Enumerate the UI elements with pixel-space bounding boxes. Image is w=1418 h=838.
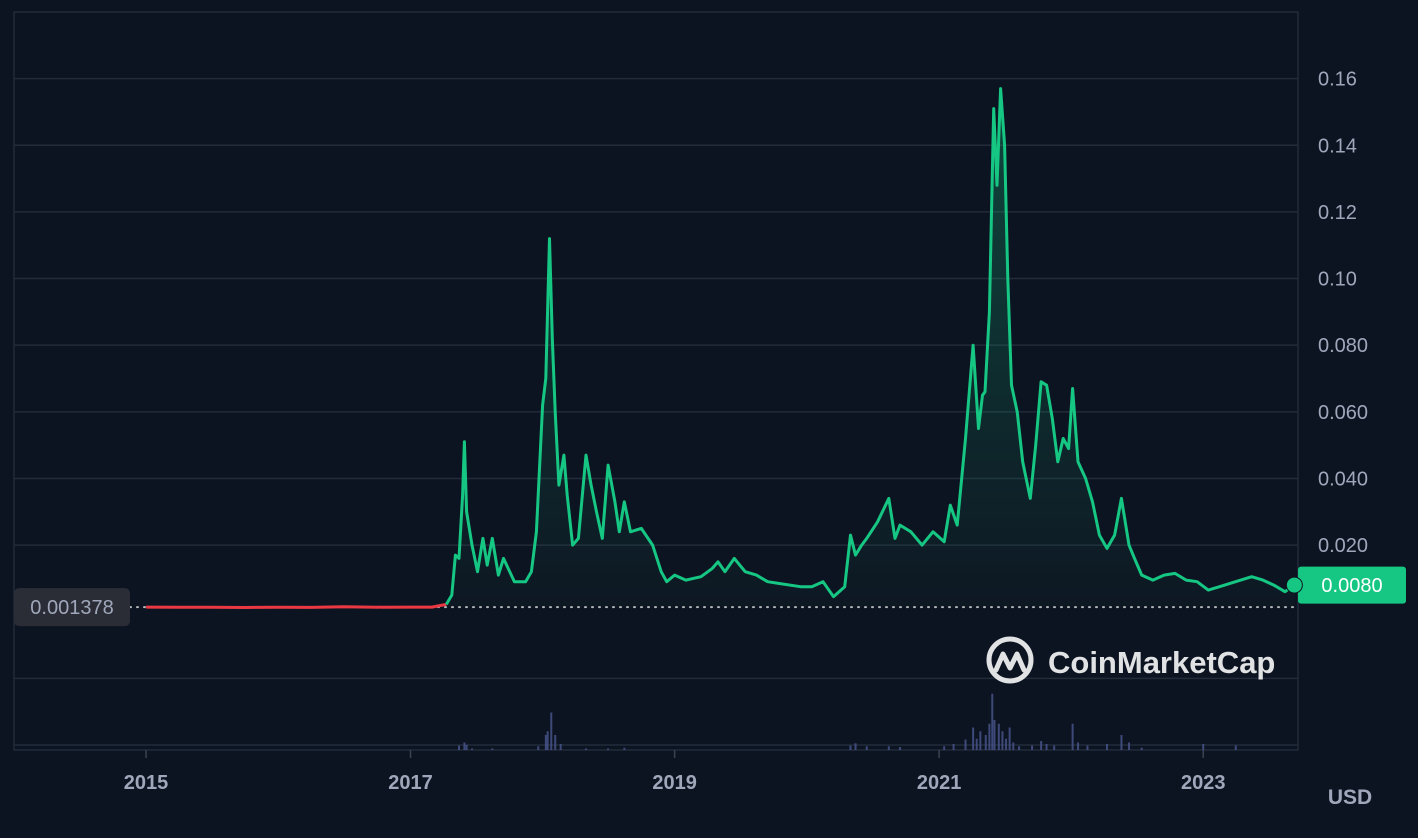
volume-bar xyxy=(537,746,540,750)
volume-bars xyxy=(458,693,1237,750)
volume-bar xyxy=(1045,744,1048,750)
x-tick-label: 2019 xyxy=(652,772,697,794)
price-line-above-baseline xyxy=(445,87,1296,606)
volume-bar xyxy=(1202,744,1205,750)
volume-bar xyxy=(984,735,987,750)
volume-bar xyxy=(584,748,587,750)
volume-bar xyxy=(1001,731,1004,750)
volume-bar xyxy=(887,746,890,750)
volume-bar xyxy=(491,748,494,750)
volume-bar xyxy=(997,723,1000,750)
area-layer xyxy=(446,88,1295,608)
x-tick-label: 2017 xyxy=(388,772,433,794)
x-tick-label: 2015 xyxy=(124,772,169,794)
x-tick-label: 2021 xyxy=(917,772,962,794)
volume-bar xyxy=(458,745,461,750)
volume-bar xyxy=(1086,745,1089,750)
volume-bar xyxy=(865,746,868,750)
baseline-badge: 0.001378 xyxy=(14,588,130,627)
y-tick-label: 0.12 xyxy=(1318,202,1357,224)
price-line[interactable] xyxy=(146,87,1296,609)
volume-bar xyxy=(1071,723,1074,750)
volume-bar xyxy=(964,739,967,750)
volume-bar xyxy=(952,744,955,750)
volume-bar xyxy=(1077,742,1080,750)
volume-bar xyxy=(1140,747,1143,750)
y-tick-label: 0.16 xyxy=(1318,69,1357,91)
volume-bar xyxy=(1234,745,1237,750)
y-tick-label: 0.060 xyxy=(1318,402,1368,424)
volume-bar xyxy=(465,744,468,750)
volume-bar xyxy=(544,735,547,750)
volume-bar xyxy=(975,738,978,750)
x-tick-label: 2023 xyxy=(1181,772,1226,794)
y-tick-label: 0.14 xyxy=(1318,135,1357,157)
y-tick-label: 0.080 xyxy=(1318,335,1368,357)
y-axis-ticks: 0.020 0.040 0.060 0.080 0.10 0.12 0.14 0.16 xyxy=(1318,69,1368,557)
volume-bar xyxy=(607,748,610,750)
volume-bar xyxy=(546,731,549,750)
volume-bar xyxy=(991,693,994,750)
watermark-text: CoinMarketCap xyxy=(1048,645,1275,680)
volume-bar xyxy=(1031,745,1034,750)
volume-bar xyxy=(1005,738,1008,750)
x-axis-ticks: 2015 2017 2019 2021 2023 xyxy=(124,750,1226,794)
price-area-fill xyxy=(446,88,1295,608)
volume-bar xyxy=(471,748,474,750)
volume-bar xyxy=(1008,727,1011,750)
coinmarketcap-watermark: CoinMarketCap xyxy=(986,636,1275,684)
volume-bar xyxy=(1053,745,1056,750)
y-tick-label: 0.10 xyxy=(1318,269,1357,291)
currency-label: USD xyxy=(1328,786,1372,809)
y-tick-label: 0.040 xyxy=(1318,468,1368,490)
volume-bar xyxy=(550,712,553,750)
current-price-dot[interactable] xyxy=(1285,576,1303,594)
volume-bar xyxy=(463,742,466,750)
volume-bar xyxy=(559,744,562,750)
current-price-badge: 0.0080 xyxy=(1298,566,1406,604)
volume-bar xyxy=(1012,742,1015,750)
grid-lines xyxy=(14,77,1298,746)
volume-bar xyxy=(623,747,626,750)
y-tick-label: 0.020 xyxy=(1318,535,1368,557)
volume-bar xyxy=(979,731,982,750)
volume-bar xyxy=(1105,744,1108,750)
baseline-label: 0.001378 xyxy=(30,597,113,619)
current-price-label: 0.0080 xyxy=(1321,575,1382,597)
volume-bar xyxy=(849,745,852,750)
volume-bar xyxy=(972,727,975,750)
coinmarketcap-logo-icon xyxy=(986,636,1034,684)
volume-bar xyxy=(943,746,946,750)
volume-bar xyxy=(1040,741,1043,750)
volume-bar xyxy=(854,743,857,750)
plot-frame xyxy=(13,11,1299,751)
volume-bar xyxy=(1018,746,1021,750)
volume-bar xyxy=(988,723,991,750)
volume-bar xyxy=(1128,742,1131,750)
volume-bar xyxy=(993,720,996,750)
volume-bar xyxy=(554,735,557,750)
volume-bar xyxy=(899,747,902,750)
price-line-below-baseline xyxy=(146,602,447,609)
volume-bar xyxy=(1120,735,1123,750)
